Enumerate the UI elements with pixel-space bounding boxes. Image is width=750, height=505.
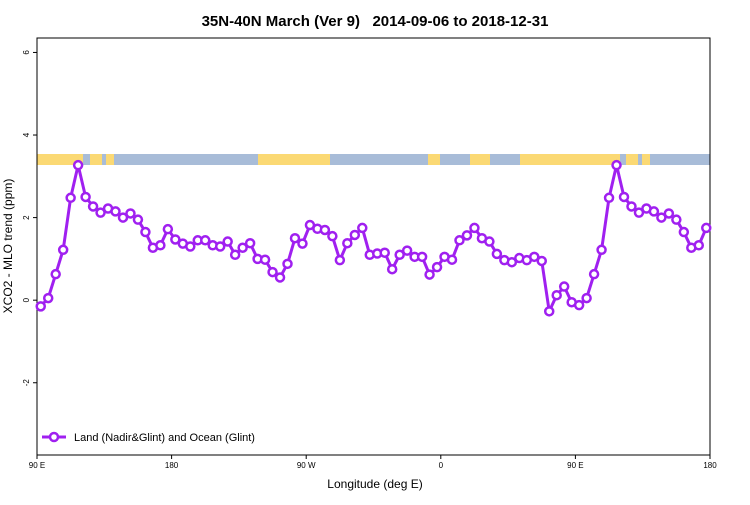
- data-point: [454, 235, 465, 246]
- data-point: [663, 208, 675, 219]
- data-point: [529, 251, 540, 263]
- x-tick-label: 0: [439, 461, 444, 470]
- x-tick-label: 180: [703, 461, 717, 470]
- data-point: [431, 261, 443, 273]
- data-point: [237, 242, 248, 253]
- data-point: [117, 212, 129, 223]
- data-point: [259, 254, 271, 265]
- data-point: [349, 229, 361, 241]
- data-point: [319, 224, 331, 236]
- data-point: [357, 222, 368, 234]
- x-tick-label: 90 E: [567, 461, 583, 470]
- chart-title: 35N-40N March (Ver 9) 2014-09-06 to 2018…: [202, 13, 549, 30]
- data-point: [140, 226, 151, 238]
- y-tick-label: 2: [22, 215, 31, 220]
- data-point: [416, 251, 428, 263]
- data-point: [701, 222, 712, 234]
- data-point: [401, 245, 413, 256]
- data-point: [671, 214, 682, 225]
- x-axis-label: Longitude (deg E): [327, 477, 422, 491]
- data-point: [596, 244, 607, 256]
- legend-label: Land (Nadir&Glint) and Ocean (Glint): [74, 432, 255, 444]
- data-point: [297, 238, 308, 249]
- data-point: [65, 192, 76, 204]
- data-point: [35, 301, 46, 312]
- data-point: [57, 244, 69, 256]
- data-point: [461, 230, 473, 241]
- data-point: [424, 269, 435, 280]
- data-point: [274, 272, 286, 283]
- data-point: [484, 236, 495, 247]
- y-tick-label: 0: [22, 297, 31, 302]
- data-point: [87, 201, 99, 212]
- data-point: [110, 206, 121, 217]
- data-point: [611, 159, 622, 171]
- x-tick-label: 180: [165, 461, 179, 470]
- data-point: [125, 208, 136, 219]
- y-tick-label: 6: [22, 50, 31, 55]
- y-axis-label: XCO2 - MLO trend (ppm): [1, 179, 15, 314]
- data-point: [618, 191, 630, 203]
- data-point: [446, 254, 458, 265]
- data-point: [656, 212, 667, 223]
- data-point: [50, 268, 61, 280]
- y-tick-label: -2: [22, 379, 31, 387]
- data-point: [551, 289, 562, 301]
- data-point: [379, 247, 390, 258]
- x-tick-label: 90 W: [297, 461, 316, 470]
- data-point: [162, 223, 174, 235]
- data-point: [626, 201, 637, 212]
- data-point: [633, 207, 645, 218]
- series-line: [39, 164, 708, 317]
- data-point: [132, 214, 144, 225]
- data-point: [185, 241, 196, 252]
- data-point: [394, 249, 405, 261]
- legend-marker: [48, 431, 60, 443]
- data-point: [581, 292, 592, 304]
- data-point: [678, 226, 690, 238]
- data-point: [72, 159, 84, 171]
- y-tick-label: 4: [22, 132, 31, 137]
- data-point: [267, 266, 278, 278]
- data-point: [222, 236, 233, 247]
- data-point: [491, 248, 503, 260]
- data-point: [327, 230, 338, 242]
- data-point: [95, 207, 106, 218]
- data-point: [536, 255, 547, 267]
- data-point: [342, 237, 353, 249]
- data-point: [558, 281, 570, 292]
- x-tick-label: 90 E: [29, 461, 45, 470]
- data-point: [80, 191, 91, 203]
- data-point: [42, 292, 54, 304]
- data-point: [244, 237, 256, 249]
- data-point: [603, 192, 615, 204]
- data-point: [170, 234, 181, 245]
- data-point: [289, 232, 301, 244]
- data-point: [469, 222, 480, 234]
- plot-frame: [36, 37, 711, 456]
- data-point: [386, 263, 398, 275]
- data-point: [334, 254, 346, 266]
- data-point: [543, 306, 555, 317]
- data-point: [200, 235, 211, 246]
- data-point: [506, 256, 518, 268]
- land-ocean-strip: [37, 154, 710, 165]
- data-point: [693, 240, 705, 251]
- data-point: [214, 241, 226, 252]
- data-point: [155, 240, 166, 251]
- data-point: [648, 206, 660, 217]
- data-point: [229, 249, 241, 261]
- data-point: [573, 299, 585, 311]
- legend: Land (Nadir&Glint) and Ocean (Glint): [42, 431, 255, 444]
- data-point: [282, 258, 293, 270]
- data-point: [588, 268, 600, 280]
